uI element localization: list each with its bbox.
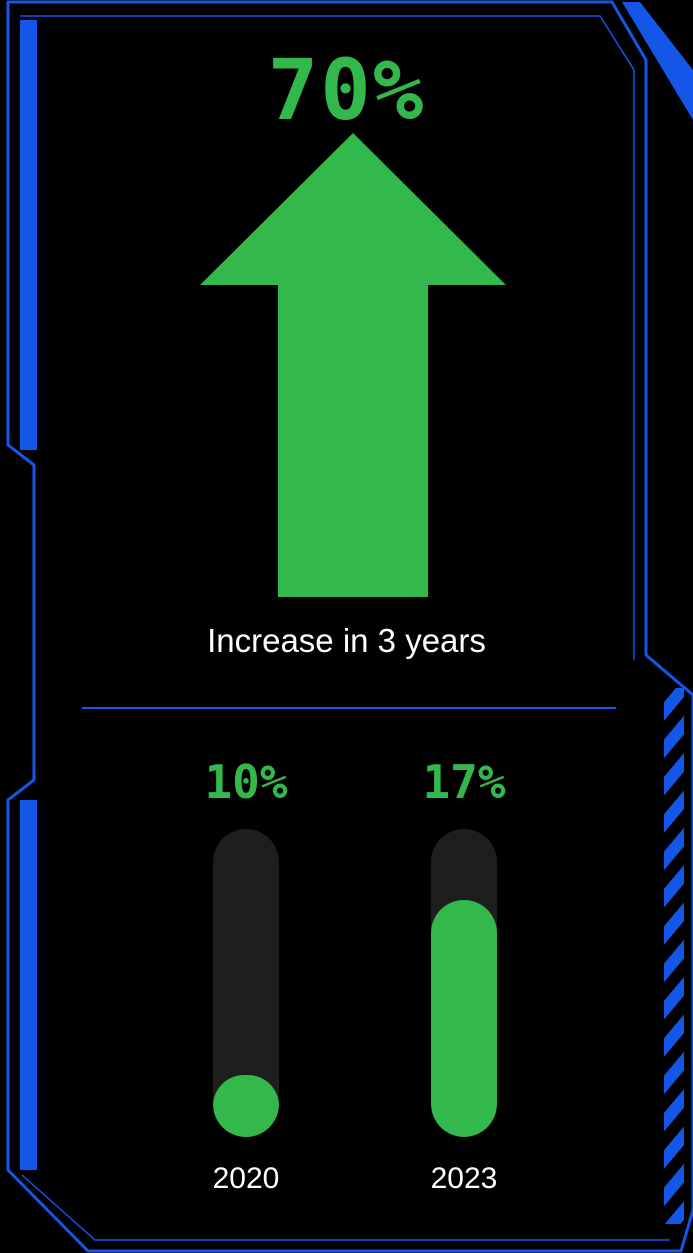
up-arrow-icon: [200, 133, 506, 597]
frame-left-strip-bottom: [20, 800, 37, 1170]
frame-left-strip-top: [20, 20, 37, 450]
frame-outline: [6, 0, 693, 1253]
bar-year-2023: 2023: [430, 1162, 498, 1195]
bar-track-2020: [213, 829, 279, 1137]
section-divider: [82, 707, 616, 709]
bar-track-2023: [431, 829, 497, 1137]
frame-top-right-strip: [622, 2, 693, 120]
bar-fill-2023: [431, 900, 497, 1137]
frame-right-hatched-strip: [664, 688, 684, 1224]
frame-inner-line-bottom: [21, 1174, 670, 1241]
bar-value-2023: 17%: [422, 755, 506, 809]
frame-inner-line: [20, 15, 635, 660]
bar-value-2020: 10%: [204, 755, 288, 809]
bar-fill-2020: [213, 1075, 279, 1137]
bar-year-2020: 2020: [212, 1162, 280, 1195]
increase-caption: Increase in 3 years: [207, 622, 486, 659]
increase-percentage: 70%: [267, 41, 426, 139]
